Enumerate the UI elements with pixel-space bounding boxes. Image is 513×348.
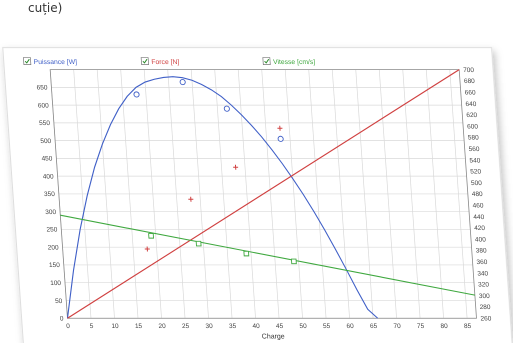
data-point-vitesse <box>149 234 154 239</box>
y-tick-label-left: 650 <box>36 85 48 92</box>
x-tick-label: 10 <box>111 323 119 330</box>
y-tick-label-right: 680 <box>464 78 476 85</box>
data-point-vitesse <box>291 259 296 264</box>
x-tick-label: 15 <box>135 323 143 330</box>
x-tick-label: 45 <box>276 323 284 330</box>
y-tick-label-right: 580 <box>468 135 480 142</box>
checkbox-checked-icon <box>263 58 270 65</box>
y-tick-label-left: 300 <box>45 209 57 216</box>
y-tick-label-right: 340 <box>477 270 489 277</box>
y-tick-label-right: 600 <box>467 123 479 130</box>
y-tick-label-left: 100 <box>50 280 62 287</box>
y-tick-label-right: 460 <box>472 203 484 210</box>
y-tick-label-left: 150 <box>49 262 61 269</box>
data-point-puissance <box>224 106 230 111</box>
data-point-puissance <box>278 136 284 141</box>
x-tick-label: 70 <box>393 323 401 330</box>
checkbox-checked-icon <box>141 58 148 65</box>
y-tick-label-right: 700 <box>463 67 475 74</box>
legend-label: Force [N] <box>151 59 179 66</box>
x-tick-label: 55 <box>323 323 331 330</box>
data-point-vitesse <box>244 251 249 256</box>
x-tick-label: 20 <box>158 323 166 330</box>
y-tick-label-right: 260 <box>480 316 492 323</box>
legend-label: Vitesse [cm/s] <box>273 59 316 66</box>
y-tick-label-right: 300 <box>479 293 491 300</box>
x-tick-label: 35 <box>229 323 237 330</box>
y-tick-label-left: 350 <box>44 191 56 198</box>
y-tick-label-right: 560 <box>468 146 480 153</box>
y-tick-label-right: 620 <box>466 112 478 119</box>
y-tick-label-left: 550 <box>39 120 51 127</box>
data-point-vitesse <box>196 241 201 246</box>
x-tick-label: 60 <box>346 323 354 330</box>
x-tick-label: 25 <box>182 323 190 330</box>
y-tick-label-right: 420 <box>474 225 486 232</box>
y-tick-label-right: 640 <box>465 101 477 108</box>
y-tick-label-left: 250 <box>46 227 58 234</box>
chart-card <box>3 48 513 343</box>
checkbox-checked-icon <box>23 58 30 65</box>
y-tick-label-left: 50 <box>55 298 63 305</box>
x-tick-label: 80 <box>440 323 448 330</box>
y-tick-label-left: 600 <box>38 102 50 109</box>
x-tick-label: 30 <box>205 323 213 330</box>
x-tick-label: 50 <box>299 323 307 330</box>
y-tick-label-right: 540 <box>469 157 481 164</box>
y-tick-label-left: 500 <box>40 138 52 145</box>
y-tick-label-right: 400 <box>475 236 487 243</box>
x-tick-label: 75 <box>417 323 425 330</box>
legend-label: Puissance [W] <box>33 59 77 66</box>
y-tick-label-right: 280 <box>479 304 491 311</box>
data-point-puissance <box>180 79 186 84</box>
y-tick-label-right: 320 <box>478 282 490 289</box>
x-axis-label: Charge <box>262 333 285 340</box>
y-tick-label-left: 200 <box>48 244 60 251</box>
y-tick-label-left: 450 <box>41 156 53 163</box>
x-tick-label: 40 <box>252 323 260 330</box>
data-point-puissance <box>134 92 140 97</box>
y-tick-label-right: 360 <box>476 259 488 266</box>
y-tick-label-left: 400 <box>43 173 55 180</box>
y-tick-label-right: 440 <box>473 214 485 221</box>
y-tick-label-right: 480 <box>472 191 484 198</box>
y-tick-label-right: 380 <box>476 248 488 255</box>
y-tick-label-right: 520 <box>470 169 482 176</box>
x-tick-label: 65 <box>370 323 378 330</box>
y-tick-label-right: 660 <box>465 90 477 97</box>
y-tick-label-right: 500 <box>471 180 483 187</box>
x-tick-label: 85 <box>464 323 472 330</box>
legend-item: Force [N] <box>141 58 180 66</box>
